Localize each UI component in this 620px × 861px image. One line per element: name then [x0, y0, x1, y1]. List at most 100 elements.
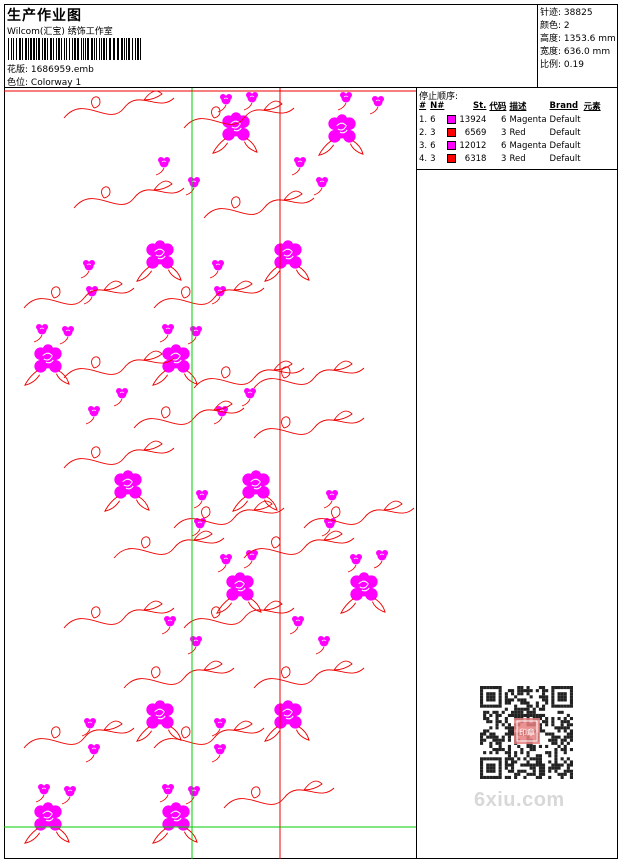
cell-needle: 6 — [430, 114, 436, 125]
cell-stitches: 12012 — [459, 140, 487, 151]
bud-motif — [211, 285, 227, 305]
watermark-brand: 6xiu.com — [474, 789, 565, 811]
cell-seq: 3. — [419, 140, 428, 151]
cell-code: 6 — [501, 140, 507, 151]
bud-motif — [213, 405, 229, 425]
vine-motif — [193, 360, 305, 389]
stop-sequence-panel: 停止顺序: # N# St. 代码 描述 Brand 元素 1. 6 13924 6 M… — [417, 88, 618, 170]
bud-motif — [347, 553, 363, 573]
bud-motif — [243, 549, 259, 569]
design-file: 1686959.emb — [30, 65, 94, 75]
bud-motif — [185, 785, 201, 805]
cell-needle: 6 — [430, 140, 436, 151]
vine-motif — [63, 440, 175, 469]
stat-width: 宽度: 636.0 mm — [540, 47, 611, 57]
stat-scale: 比例: 0.19 — [540, 60, 584, 70]
stat-stitches: 针迹: 38825 — [540, 8, 593, 18]
colorway-value: Colorway 1 — [30, 78, 82, 88]
cell-brand: Default — [549, 153, 581, 164]
bud-motif — [185, 176, 201, 196]
stat-colors: 颜色: 2 — [540, 21, 570, 31]
vine-motif — [253, 410, 365, 439]
vine-motif — [253, 660, 365, 689]
bud-motif — [209, 259, 225, 279]
bud-motif — [217, 553, 233, 573]
colorway-line: 色位: Colorway 1 — [7, 75, 81, 88]
flower-motif — [24, 801, 70, 844]
bud-motif — [243, 91, 259, 111]
cell-code: 3 — [501, 153, 507, 164]
color-swatch — [447, 153, 457, 163]
flower-motif — [212, 111, 258, 154]
cell-brand: Default — [549, 140, 581, 151]
colorway-label: 色位: — [7, 78, 29, 88]
bud-motif — [291, 156, 307, 176]
flower-motif — [104, 469, 150, 512]
flower-motif — [264, 239, 310, 282]
bud-motif — [80, 259, 96, 279]
cell-seq: 2. — [419, 127, 428, 138]
table-row: 2. 3 6569 3 Red Default — [419, 126, 604, 139]
stop-sequence-title: 停止顺序: — [419, 92, 459, 102]
flower-motif — [24, 343, 70, 386]
cell-code: 3 — [501, 127, 507, 138]
table-row: 3. 6 12012 6 Magenta Default — [419, 139, 604, 152]
cell-brand: Default — [549, 114, 581, 125]
flower-motif — [136, 699, 182, 742]
vine-motif — [183, 600, 295, 629]
vine-motif — [123, 660, 235, 689]
flower-motif — [216, 571, 262, 614]
cell-element — [584, 126, 604, 139]
table-row: 1. 6 13924 6 Magenta Default — [419, 113, 604, 126]
bud-motif — [315, 635, 331, 655]
company-name: Wilcom(汇宝) 绣饰工作室 — [7, 27, 113, 37]
bud-motif — [241, 387, 257, 407]
bud-motif — [373, 549, 389, 569]
bud-motif — [85, 743, 101, 763]
bud-motif — [369, 95, 385, 115]
table-header-row: # N# St. 代码 描述 Brand 元素 — [419, 101, 601, 112]
cell-needle: 3 — [430, 127, 436, 138]
flower-motif — [152, 343, 198, 386]
cell-desc: Red — [509, 153, 526, 164]
vine-motif — [113, 530, 225, 559]
bud-motif — [113, 387, 129, 407]
page-frame — [4, 4, 618, 859]
embroidery-preview — [4, 88, 417, 859]
flower-motif — [264, 699, 310, 742]
flower-motif — [340, 571, 386, 614]
bud-motif — [155, 156, 171, 176]
cell-element — [584, 113, 604, 126]
vine-motif — [253, 360, 365, 389]
bud-motif — [187, 635, 203, 655]
bud-motif — [85, 405, 101, 425]
flower-motif — [136, 239, 182, 282]
cell-brand: Default — [549, 127, 581, 138]
vine-motif — [243, 530, 355, 559]
cell-stitches: 6318 — [464, 153, 487, 164]
bud-motif — [35, 783, 51, 803]
stop-sequence-table: # N# St. 代码 描述 Brand 元素 1. 6 13924 6 Magenta… — [419, 100, 604, 165]
cell-desc: Magenta — [509, 140, 547, 151]
cell-desc: Magenta — [509, 114, 547, 125]
header-info: 生产作业图 Wilcom(汇宝) 绣饰工作室 花版: 1686959.emb 色… — [4, 4, 537, 88]
vine-motif — [63, 350, 175, 379]
vine-motif — [23, 280, 135, 309]
cell-swatch — [447, 152, 459, 165]
bud-motif — [337, 91, 353, 111]
embroidery-canvas — [4, 88, 416, 859]
vine-motif — [153, 280, 265, 309]
bud-motif — [193, 489, 209, 509]
vine-motif — [133, 400, 245, 429]
bud-motif — [159, 323, 175, 343]
cell-code: 6 — [501, 114, 507, 125]
cell-seq: 4. — [419, 153, 428, 164]
bud-motif — [59, 325, 75, 345]
vine-motif — [223, 780, 335, 809]
vine-motif — [63, 90, 175, 119]
design-label: 花版: — [7, 65, 29, 75]
page-title: 生产作业图 — [7, 8, 82, 24]
seal-stamp: 印章 — [519, 727, 535, 737]
vine-motif — [173, 500, 285, 529]
bud-motif — [217, 93, 233, 113]
